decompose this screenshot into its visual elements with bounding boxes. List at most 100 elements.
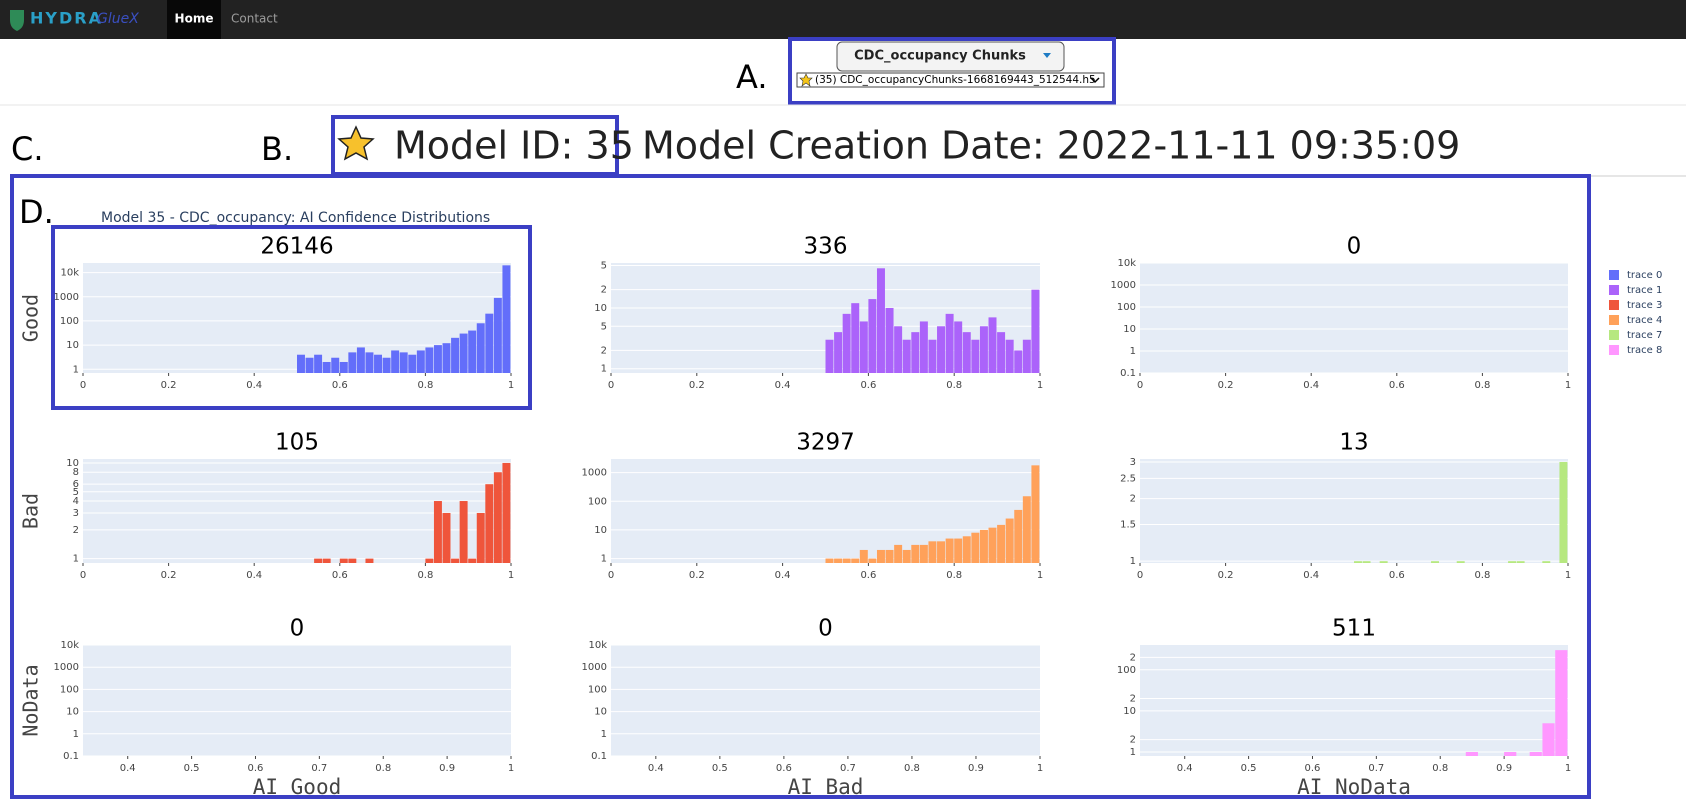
x-tick-label: 0.9 [439, 763, 455, 774]
histogram-bar [825, 558, 834, 563]
model-date: Model Creation Date: 2022-11-11 09:35:09 [642, 124, 1460, 168]
histogram-bar [1542, 561, 1551, 563]
x-tick-label: 0.5 [1241, 763, 1257, 774]
x-tick-label: 0.4 [1303, 380, 1319, 391]
y-tick-label: 10 [1123, 706, 1136, 717]
y-tick-label: 10k [588, 640, 607, 651]
histogram-bar [314, 558, 323, 563]
histogram-bar [1456, 561, 1465, 563]
histogram-bar [876, 268, 885, 373]
histogram-bar [322, 361, 331, 373]
x-tick-label: 1 [1037, 380, 1043, 391]
histogram-bar [1508, 561, 1517, 563]
x-tick-label: 0.4 [120, 763, 136, 774]
histogram-bar [485, 484, 494, 563]
y-tick-label: 2 [1130, 694, 1136, 705]
histogram-bar [894, 544, 903, 563]
x-tick-label: 1 [508, 380, 514, 391]
annotation: B. [261, 130, 293, 168]
histogram-bar [1031, 465, 1040, 563]
column-label: AI Good [253, 775, 342, 799]
legend-swatch [1609, 345, 1619, 355]
nav-link[interactable]: Home [175, 12, 214, 26]
legend-label: trace 8 [1627, 345, 1662, 356]
histogram-bar [468, 558, 477, 563]
row-label: Bad [19, 493, 43, 529]
y-tick-label: 1 [601, 364, 607, 375]
y-tick-label: 10 [1123, 324, 1136, 335]
dropdown-button[interactable] [836, 41, 1065, 72]
x-tick-label: 1 [1565, 570, 1571, 581]
histogram-bar [425, 347, 434, 373]
nav-link[interactable]: Contact [231, 12, 278, 26]
plot-area [1140, 645, 1568, 756]
y-tick-label: 0.1 [591, 751, 607, 762]
y-tick-label: 2 [1130, 494, 1136, 505]
y-tick-label: 10 [594, 303, 607, 314]
histogram-bar [1014, 350, 1023, 373]
histogram-bar [1362, 561, 1371, 563]
histogram-bar [937, 541, 946, 563]
histogram-bar [868, 299, 877, 373]
histogram-bar [1005, 339, 1014, 373]
annotation: C. [11, 130, 44, 168]
histogram-bar [885, 307, 894, 373]
y-tick-label: 6 [73, 479, 79, 490]
plot-area [83, 645, 511, 756]
y-tick-label: 2 [601, 285, 607, 296]
brand[interactable]: HYDRA [30, 9, 103, 28]
histogram-bar [842, 558, 851, 563]
histogram-bar [842, 313, 851, 373]
y-tick-label: 10 [66, 340, 79, 351]
y-tick-label: 2 [1130, 735, 1136, 746]
subplot-title: 0 [1347, 234, 1362, 260]
y-tick-label: 1 [73, 364, 79, 375]
subplot-title: 0 [818, 616, 833, 642]
file-select[interactable] [796, 72, 1105, 88]
x-tick-label: 0.2 [689, 380, 705, 391]
y-tick-label: 3 [73, 508, 79, 519]
x-tick-label: 0.6 [332, 570, 348, 581]
histogram-bar [859, 549, 868, 563]
x-tick-label: 0.8 [375, 763, 391, 774]
x-tick-label: 1 [1565, 763, 1571, 774]
x-tick-label: 1 [1037, 763, 1043, 774]
y-tick-label: 4 [73, 496, 79, 507]
histogram-bar [339, 361, 348, 373]
subplot-title: 105 [275, 430, 319, 456]
x-tick-label: 0.4 [1303, 570, 1319, 581]
x-tick-label: 0.8 [1432, 763, 1448, 774]
y-tick-label: 5 [601, 261, 607, 272]
caret [1043, 53, 1051, 58]
histogram-bar [348, 352, 357, 373]
x-tick-label: 0.4 [1177, 763, 1193, 774]
histogram-bar [502, 265, 511, 373]
histogram-bar [885, 549, 894, 563]
x-tick-label: 0.7 [1368, 763, 1384, 774]
histogram-bar [297, 354, 305, 373]
x-tick-label: 0.2 [689, 570, 705, 581]
x-tick-label: 0.2 [1218, 380, 1234, 391]
subplot-title: 511 [1332, 616, 1376, 642]
annotation: A. [736, 58, 768, 96]
histogram-bar [1022, 339, 1031, 373]
x-tick-label: 0.5 [184, 763, 200, 774]
histogram-bar [365, 558, 374, 563]
y-tick-label: 100 [60, 316, 79, 327]
y-tick-label: 2.5 [1120, 473, 1136, 484]
x-tick-label: 0.4 [775, 570, 791, 581]
histogram-bar [894, 326, 903, 373]
logo-icon [10, 10, 24, 31]
histogram-bar [928, 541, 937, 563]
model-id: Model ID: 35 [394, 124, 634, 168]
histogram-bar [962, 332, 971, 373]
x-tick-label: 0.9 [968, 763, 984, 774]
y-tick-label: 1000 [54, 292, 79, 303]
histogram-bar [493, 297, 502, 373]
histogram-bar [1542, 723, 1555, 756]
logo-text[interactable]: GlueX [97, 11, 139, 27]
y-tick-label: 1.5 [1120, 520, 1136, 531]
histogram-bar [902, 339, 911, 373]
histogram-bar [331, 357, 340, 373]
